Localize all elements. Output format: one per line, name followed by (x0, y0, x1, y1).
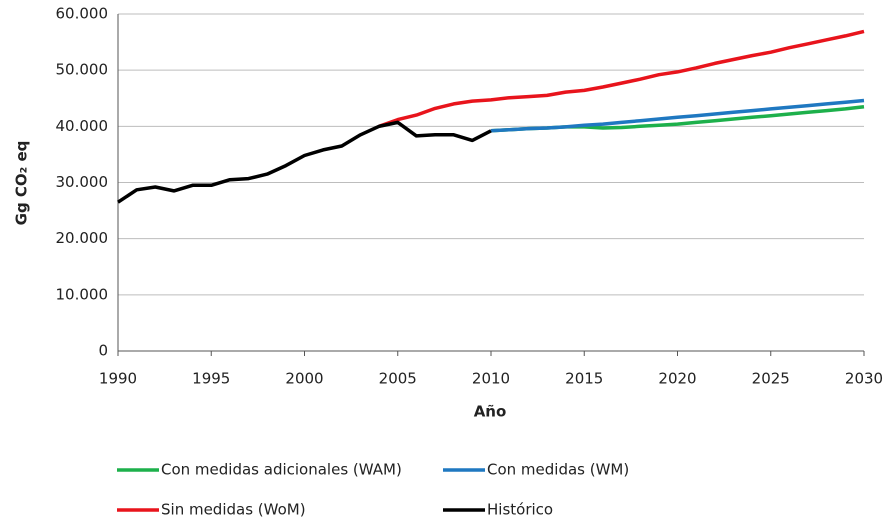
y-tick-label: 10.000 (56, 285, 109, 303)
x-tick-label: 2000 (285, 370, 323, 388)
x-tick-label: 2010 (472, 370, 510, 388)
x-tick-label: 2025 (752, 370, 790, 388)
y-tick-label: 50.000 (56, 61, 109, 79)
legend-label: Con medidas (WM) (487, 461, 629, 479)
x-tick-label: 2030 (845, 370, 883, 388)
y-tick-label: 20.000 (56, 229, 109, 247)
y-axis-label: Gg CO₂ eq (13, 141, 31, 226)
y-tick-label: 0 (98, 342, 108, 360)
line-series (378, 29, 865, 128)
line-series (490, 98, 865, 133)
x-axis-label: Año (474, 403, 507, 421)
x-tick-label: 2005 (379, 370, 417, 388)
x-tick-label: 2020 (658, 370, 696, 388)
legend-label: Con medidas adicionales (WAM) (161, 461, 402, 479)
y-tick-label: 30.000 (56, 173, 109, 191)
x-tick-label: 2015 (565, 370, 603, 388)
legend-label: Sin medidas (WoM) (161, 501, 306, 519)
y-tick-label: 60.000 (56, 5, 109, 23)
legend-label: Histórico (487, 501, 553, 519)
x-tick-label: 1995 (192, 370, 230, 388)
line-series (117, 120, 492, 204)
x-tick-label: 1990 (99, 370, 137, 388)
y-tick-label: 40.000 (56, 117, 109, 135)
